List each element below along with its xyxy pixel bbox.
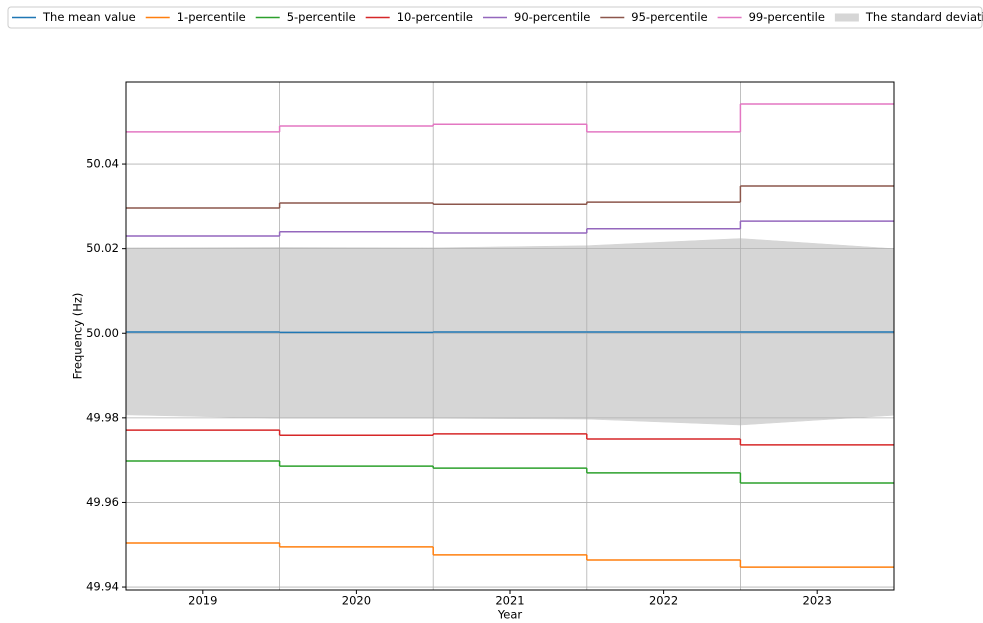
y-axis-label: Frequency (Hz) bbox=[71, 293, 85, 380]
std-band bbox=[125, 247, 280, 419]
x-tick-label: 2021 bbox=[495, 594, 524, 608]
x-tick-label: 2019 bbox=[188, 594, 217, 608]
y-tick-label: 49.94 bbox=[86, 580, 119, 594]
legend-label: The mean value bbox=[42, 10, 136, 24]
legend-label: The standard deviation bbox=[865, 10, 983, 24]
legend-label: 90-percentile bbox=[514, 10, 590, 24]
y-tick-label: 50.02 bbox=[86, 241, 119, 255]
legend-swatch bbox=[834, 13, 859, 22]
legend-label: 1-percentile bbox=[177, 10, 246, 24]
y-tick-label: 50.04 bbox=[86, 157, 119, 171]
x-tick-label: 2020 bbox=[342, 594, 371, 608]
x-tick-label: 2023 bbox=[803, 594, 832, 608]
legend-label: 99-percentile bbox=[749, 10, 825, 24]
y-tick-label: 49.98 bbox=[86, 410, 119, 424]
legend-label: 95-percentile bbox=[631, 10, 707, 24]
x-tick-label: 2022 bbox=[649, 594, 678, 608]
y-tick-label: 49.96 bbox=[86, 495, 119, 509]
y-tick-label: 50.00 bbox=[86, 326, 119, 340]
legend-label: 5-percentile bbox=[287, 10, 356, 24]
x-axis-label: Year bbox=[497, 608, 523, 622]
legend-label: 10-percentile bbox=[397, 10, 473, 24]
legend: The mean value 1-percentile 5-percentile 10… bbox=[7, 6, 983, 29]
plot-frame bbox=[125, 81, 895, 591]
